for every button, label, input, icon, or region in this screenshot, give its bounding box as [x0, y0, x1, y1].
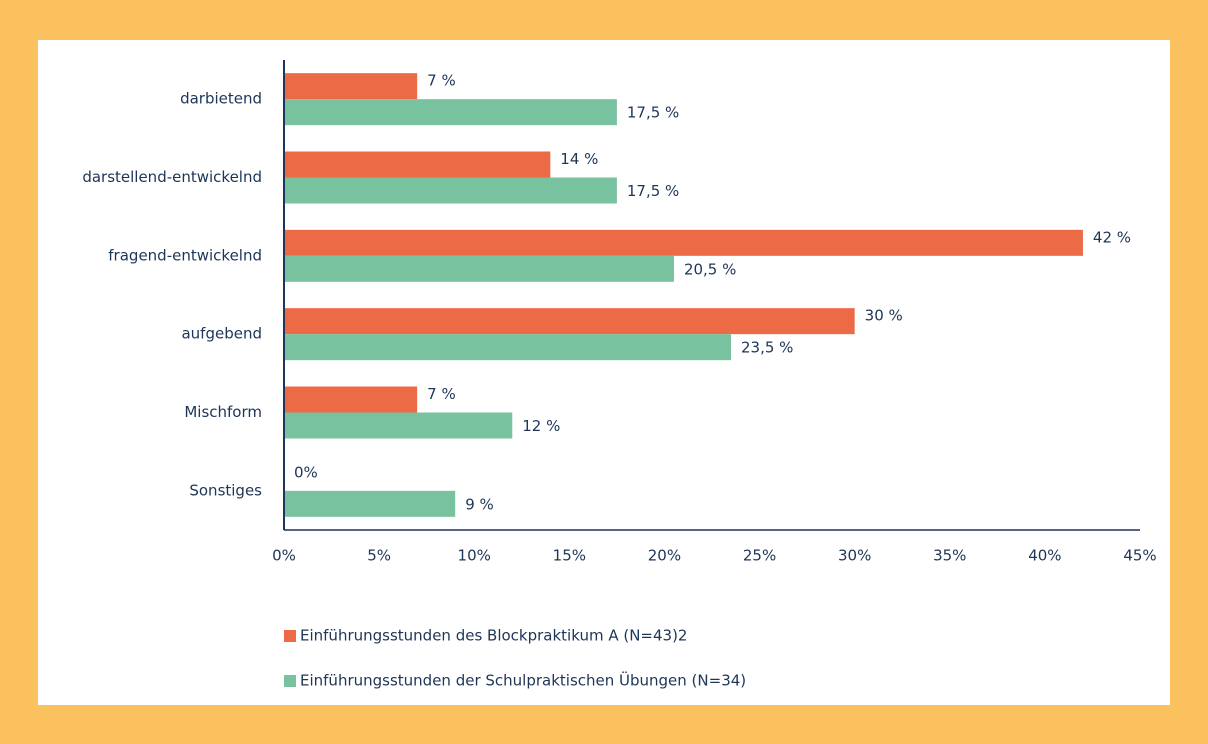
plot-background — [38, 40, 1170, 705]
y-tick-label: aufgebend — [181, 325, 262, 343]
legend-label: Einführungsstunden der Schulpraktischen … — [300, 671, 746, 690]
data-label: 30 % — [865, 307, 903, 325]
data-label: 42 % — [1093, 228, 1131, 246]
x-tick-label: 0% — [272, 547, 296, 565]
x-tick-label: 35% — [933, 547, 966, 565]
legend-swatch — [284, 630, 296, 642]
x-tick-label: 5% — [367, 547, 391, 565]
y-tick-label: fragend-entwickelnd — [108, 246, 262, 264]
y-tick-label: darstellend-entwickelnd — [82, 168, 262, 186]
data-label: 12 % — [522, 417, 560, 435]
x-tick-label: 40% — [1028, 547, 1061, 565]
legend-label: Einführungsstunden des Blockpraktikum A … — [300, 627, 687, 645]
data-label: 9 % — [465, 495, 494, 513]
bar — [284, 73, 418, 100]
bar — [284, 308, 855, 335]
x-tick-label: 15% — [553, 547, 586, 565]
y-tick-label: darbietend — [180, 90, 262, 108]
bar — [284, 177, 617, 204]
data-label: 7 % — [427, 72, 456, 90]
bar — [284, 255, 674, 282]
x-tick-label: 30% — [838, 547, 871, 565]
y-tick-label: Mischform — [184, 403, 262, 421]
bar — [284, 334, 732, 361]
bar — [284, 229, 1083, 256]
legend-swatch — [284, 675, 296, 687]
data-label: 17,5 % — [627, 104, 679, 122]
bar — [284, 386, 418, 413]
bar — [284, 151, 551, 178]
data-label: 0% — [294, 463, 318, 481]
bar — [284, 99, 617, 126]
x-tick-label: 20% — [648, 547, 681, 565]
bar — [284, 412, 513, 439]
data-label: 23,5 % — [741, 339, 793, 357]
data-label: 20,5 % — [684, 260, 736, 278]
data-label: 14 % — [560, 150, 598, 168]
bar — [284, 490, 456, 517]
x-tick-label: 10% — [458, 547, 491, 565]
data-label: 17,5 % — [627, 182, 679, 200]
x-tick-label: 25% — [743, 547, 776, 565]
x-tick-label: 45% — [1123, 547, 1156, 565]
y-tick-label: Sonstiges — [189, 481, 262, 499]
data-label: 7 % — [427, 385, 456, 403]
